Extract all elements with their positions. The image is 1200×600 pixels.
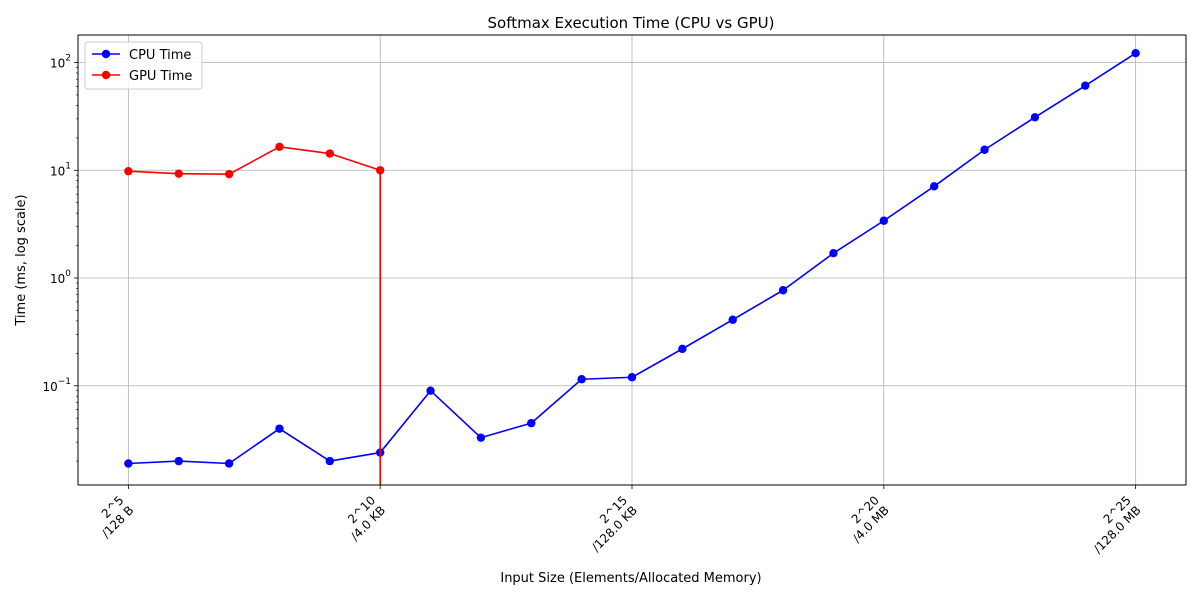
- cpu-time-point: [124, 459, 133, 468]
- cpu-time-point: [426, 386, 435, 395]
- cpu-time-point: [325, 456, 335, 466]
- y-tick-exponent: 0: [65, 269, 71, 279]
- gpu-time-point: [375, 166, 385, 175]
- cpu-time-point: [879, 216, 889, 225]
- y-tick-label: 100: [50, 269, 71, 286]
- cpu-time-point: [476, 433, 486, 442]
- y-tick-label: 101: [50, 161, 71, 178]
- cpu-time-point: [174, 456, 183, 466]
- y-tick-label: 10−1: [42, 377, 71, 394]
- cpu-time-point: [627, 373, 637, 382]
- cpu-time-point: [527, 418, 536, 428]
- gpu-time-point: [174, 169, 183, 178]
- x-axis-label: Input Size (Elements/Allocated Memory): [500, 571, 761, 586]
- cpu-time-point: [275, 424, 284, 433]
- legend-marker-cpu-time: [101, 49, 111, 59]
- cpu-time-point: [778, 286, 788, 295]
- gpu-time-point: [325, 149, 335, 158]
- legend-marker-gpu-time: [101, 70, 111, 80]
- y-tick-label: 102: [50, 54, 71, 71]
- series-layer: [124, 49, 1140, 485]
- y-tick-base: 10: [50, 164, 65, 178]
- cpu-time-point: [577, 375, 586, 384]
- cpu-time-point: [980, 145, 989, 154]
- cpu-time-point: [1081, 81, 1090, 90]
- cpu-time-point: [1030, 113, 1040, 122]
- chart-title: Softmax Execution Time (CPU vs GPU): [488, 14, 775, 32]
- gpu-time-point: [124, 167, 133, 176]
- legend-label-gpu-time: GPU Time: [129, 69, 192, 84]
- y-tick-exponent: 1: [65, 161, 71, 171]
- y-tick-exponent: −1: [58, 377, 71, 387]
- cpu-time-point: [224, 459, 234, 468]
- cpu-time-point: [1131, 49, 1140, 58]
- legend-label-cpu-time: CPU Time: [129, 48, 191, 63]
- y-tick-base: 10: [42, 380, 57, 394]
- cpu-time-point: [829, 248, 838, 258]
- cpu-time-point: [728, 315, 737, 324]
- gpu-time-point: [224, 169, 234, 179]
- y-tick-base: 10: [50, 57, 65, 71]
- y-tick-base: 10: [50, 272, 65, 286]
- legend: CPU Time GPU Time: [84, 41, 203, 90]
- cpu-time-point: [929, 182, 939, 191]
- grid: [78, 35, 1186, 485]
- y-axis-label: Time (ms, log scale): [14, 194, 29, 326]
- cpu-time-point: [678, 344, 687, 354]
- gpu-time-point: [275, 142, 284, 152]
- y-tick-exponent: 2: [65, 54, 71, 64]
